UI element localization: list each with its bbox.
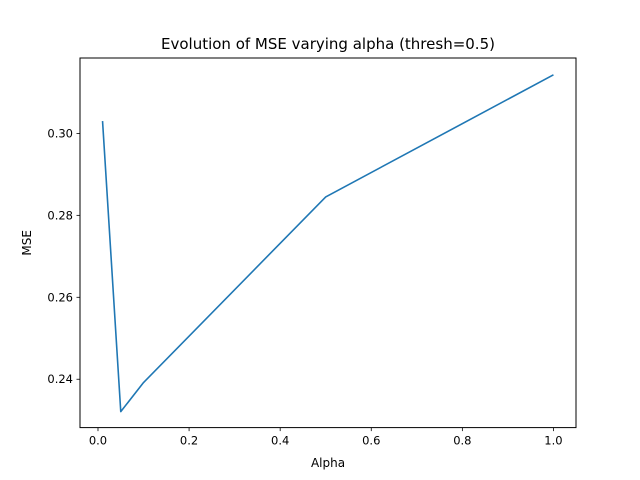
x-tick-label: 0.0 (89, 434, 107, 448)
x-tick-label: 0.4 (271, 434, 289, 448)
x-tick-label: 0.8 (453, 434, 471, 448)
x-tick-label: 0.6 (362, 434, 380, 448)
y-tick-label: 0.26 (47, 290, 73, 304)
x-tick-label: 0.2 (180, 434, 198, 448)
x-tick-label: 1.0 (544, 434, 562, 448)
y-tick-label: 0.24 (47, 372, 73, 386)
series-layer (101, 74, 554, 413)
y-axis-label: MSE (20, 230, 34, 256)
axis-ticks: 0.0 0.2 0.4 0.6 0.8 1.0 0.24 0.26 0.28 0.30 (47, 126, 562, 447)
y-tick-label: 0.28 (47, 208, 73, 222)
series-line (101, 74, 554, 413)
y-tick-label: 0.30 (47, 126, 73, 140)
chart-title: Evolution of MSE varying alpha (thresh=0… (161, 35, 495, 53)
plot-frame (79, 57, 577, 429)
x-axis-label: Alpha (311, 456, 345, 470)
